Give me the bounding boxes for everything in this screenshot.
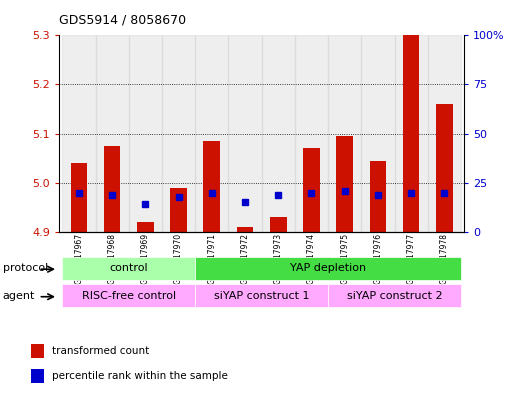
Bar <box>31 344 44 358</box>
Bar <box>295 35 328 232</box>
Bar <box>195 284 328 307</box>
Bar <box>369 161 386 232</box>
Bar <box>428 35 461 232</box>
Bar <box>129 35 162 232</box>
Text: siYAP construct 1: siYAP construct 1 <box>214 291 309 301</box>
Bar <box>195 257 461 280</box>
Bar <box>162 35 195 232</box>
Bar <box>394 35 428 232</box>
Bar <box>137 222 154 232</box>
Bar <box>71 163 87 232</box>
Bar <box>62 257 195 280</box>
Bar <box>195 35 228 232</box>
Text: percentile rank within the sample: percentile rank within the sample <box>51 371 227 381</box>
Text: protocol: protocol <box>3 263 48 273</box>
Bar <box>236 227 253 232</box>
Text: agent: agent <box>3 290 35 301</box>
Text: GDS5914 / 8058670: GDS5914 / 8058670 <box>59 14 186 27</box>
Bar <box>403 35 420 232</box>
Bar <box>170 187 187 232</box>
Bar <box>303 148 320 232</box>
Text: siYAP construct 2: siYAP construct 2 <box>347 291 442 301</box>
Text: transformed count: transformed count <box>51 346 149 356</box>
Bar <box>270 217 287 232</box>
Bar <box>361 35 394 232</box>
Text: YAP depletion: YAP depletion <box>290 263 366 273</box>
Bar <box>328 284 461 307</box>
Bar <box>436 104 452 232</box>
Text: RISC-free control: RISC-free control <box>82 291 176 301</box>
Bar <box>95 35 129 232</box>
Bar <box>104 146 121 232</box>
Bar <box>328 35 361 232</box>
Text: control: control <box>109 263 148 273</box>
Bar <box>228 35 262 232</box>
Bar <box>337 136 353 232</box>
Bar <box>62 35 95 232</box>
Bar <box>262 35 295 232</box>
Bar <box>31 369 44 383</box>
Bar <box>62 284 195 307</box>
Bar <box>204 141 220 232</box>
